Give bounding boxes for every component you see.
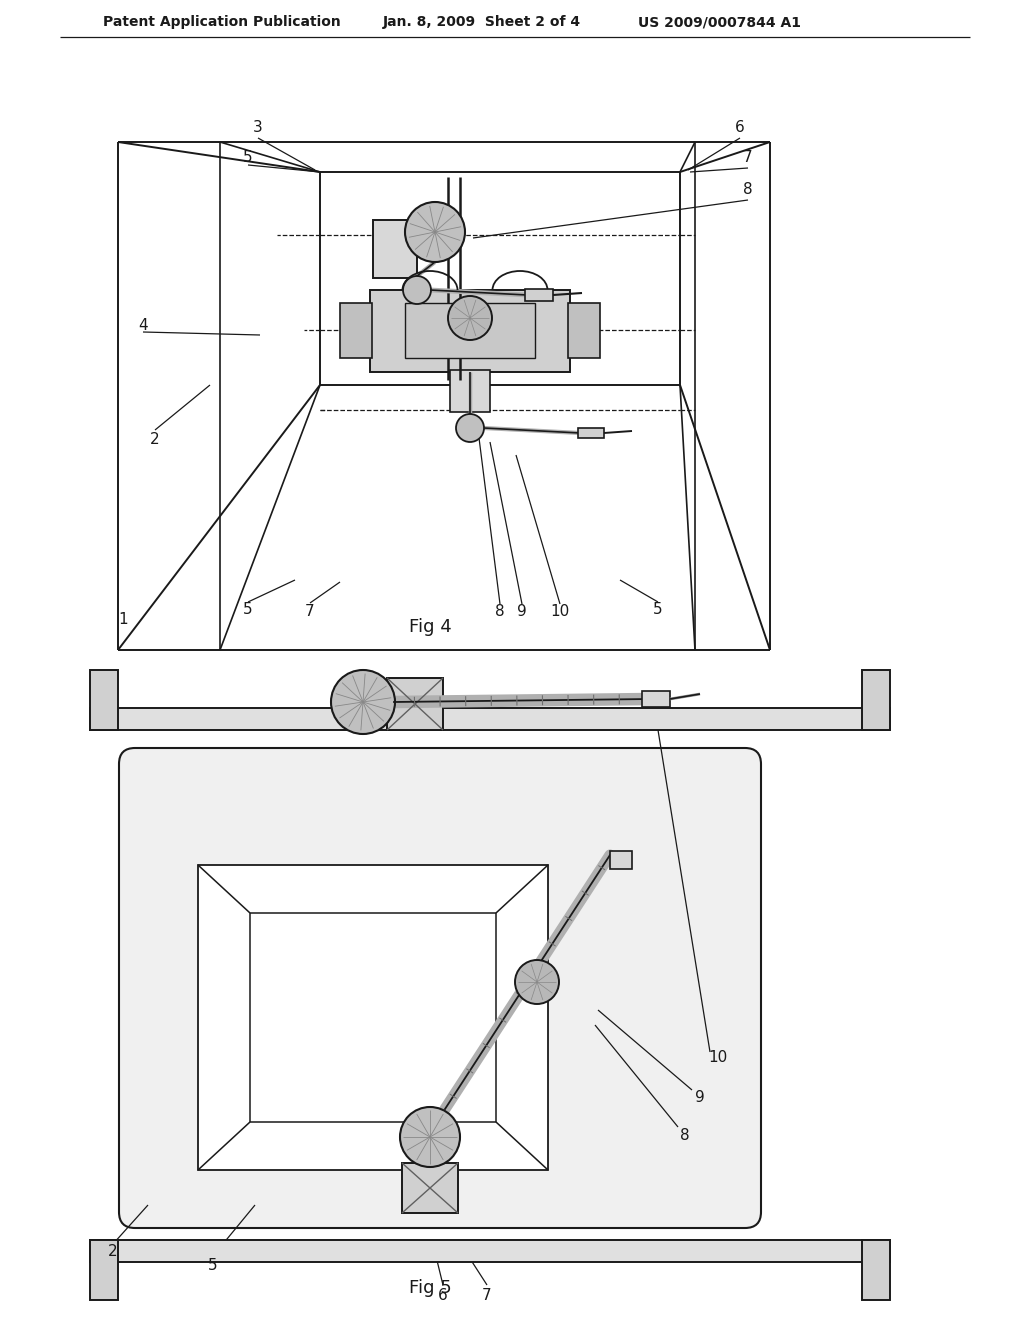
Circle shape — [456, 414, 484, 442]
Bar — [387, 678, 443, 730]
Circle shape — [331, 671, 395, 734]
Bar — [370, 290, 570, 372]
Text: 8: 8 — [496, 605, 505, 619]
Text: 6: 6 — [735, 120, 744, 136]
Bar — [642, 690, 670, 708]
Bar — [250, 913, 496, 1122]
Text: 7: 7 — [305, 605, 314, 619]
Circle shape — [449, 296, 492, 341]
Text: 5: 5 — [208, 1258, 218, 1272]
Text: 10: 10 — [709, 1051, 728, 1065]
Text: 8: 8 — [743, 182, 753, 198]
Text: 9: 9 — [695, 1090, 705, 1106]
Bar — [406, 304, 535, 358]
Bar — [198, 865, 548, 1170]
Text: Fig 5: Fig 5 — [409, 1279, 452, 1298]
Bar — [862, 671, 890, 730]
Bar — [90, 671, 118, 730]
Text: US 2009/0007844 A1: US 2009/0007844 A1 — [638, 15, 801, 29]
Circle shape — [406, 202, 465, 261]
FancyBboxPatch shape — [119, 748, 761, 1228]
Bar — [402, 1163, 458, 1213]
Text: 2: 2 — [109, 1245, 118, 1259]
Bar — [90, 708, 890, 730]
Bar — [578, 428, 604, 438]
Bar — [340, 304, 372, 358]
Text: Fig 4: Fig 4 — [409, 618, 452, 636]
Text: 7: 7 — [482, 1287, 492, 1303]
Text: 5: 5 — [243, 602, 253, 618]
Bar — [610, 851, 632, 869]
Bar — [373, 220, 417, 279]
Text: 10: 10 — [550, 605, 569, 619]
Circle shape — [515, 960, 559, 1005]
Text: 6: 6 — [438, 1287, 447, 1303]
Text: Patent Application Publication: Patent Application Publication — [103, 15, 341, 29]
Text: 7: 7 — [743, 150, 753, 165]
Circle shape — [400, 1107, 460, 1167]
Text: 9: 9 — [517, 605, 527, 619]
Circle shape — [403, 276, 431, 304]
Bar — [90, 1239, 890, 1262]
Bar — [862, 1239, 890, 1300]
Text: 3: 3 — [253, 120, 263, 136]
Text: 1: 1 — [118, 612, 128, 627]
Text: 2: 2 — [151, 433, 160, 447]
Text: 8: 8 — [680, 1127, 690, 1143]
Text: 5: 5 — [653, 602, 663, 618]
Bar — [525, 289, 553, 301]
Bar — [568, 304, 600, 358]
Text: Jan. 8, 2009  Sheet 2 of 4: Jan. 8, 2009 Sheet 2 of 4 — [383, 15, 582, 29]
Bar — [90, 1239, 118, 1300]
Text: 5: 5 — [243, 149, 253, 165]
Text: 4: 4 — [138, 318, 147, 333]
Bar — [450, 370, 490, 412]
